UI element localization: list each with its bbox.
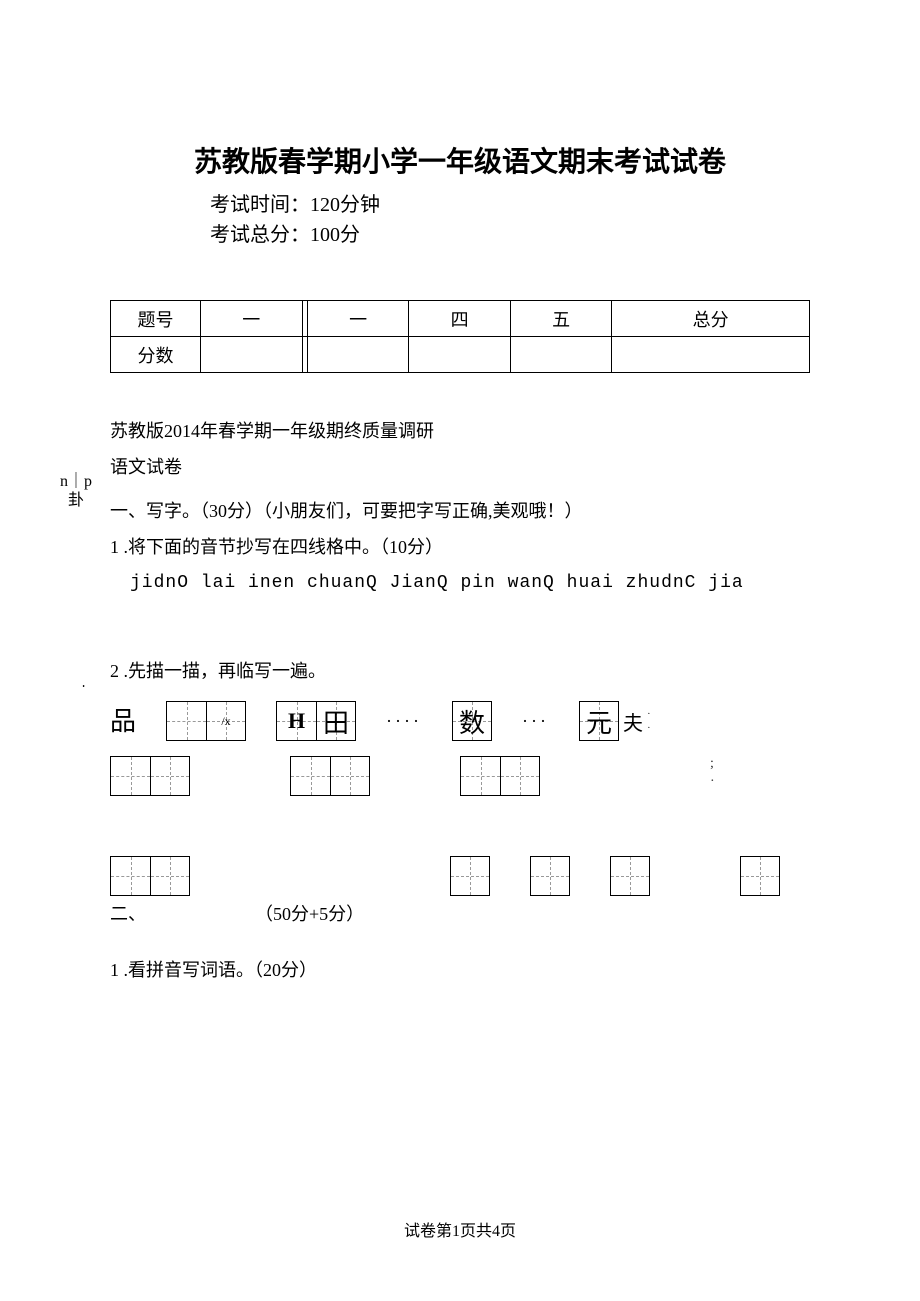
section2-header: 二、 （50分+5分）: [110, 896, 810, 932]
tian-cell: [450, 856, 490, 896]
trace-group: 元 夫 ··: [579, 701, 651, 741]
col-header: 一: [307, 301, 409, 337]
tian-cell: [610, 856, 650, 896]
tian-grid: /x: [166, 701, 246, 741]
tian-cell: H: [276, 701, 316, 741]
tian-cell: [150, 756, 190, 796]
table-row: 分数: [111, 337, 810, 373]
small-mark: /x: [207, 702, 245, 740]
col-header: 五: [510, 301, 612, 337]
col-header: 四: [409, 301, 511, 337]
side-note: n｜p 卦: [60, 472, 92, 510]
row-label: 题号: [111, 301, 201, 337]
single-grid-row: [110, 856, 810, 896]
score-cell: [307, 337, 409, 373]
exam-title: 苏教版春学期小学一年级语文期末考试试卷: [110, 140, 810, 180]
tian-cell: [166, 701, 206, 741]
score-cell: [612, 337, 810, 373]
tian-cell: [460, 756, 500, 796]
exam-time-label: 考试时间：: [210, 194, 310, 216]
table-row: 题号 一 一 四 五 总分: [111, 301, 810, 337]
trace-char: 品: [110, 701, 136, 738]
small-marks: ··: [647, 708, 651, 734]
subtitle-line2: 语文试卷: [110, 449, 810, 485]
exam-time: 考试时间：120分钟: [210, 190, 810, 220]
side-note-gua: 卦: [60, 491, 92, 510]
total-score-label: 考试总分：: [210, 224, 310, 246]
tian-grid: [110, 856, 190, 896]
tian-cell: [500, 756, 540, 796]
section1-item2: 2 .先描一描，再临写一遍。: [110, 653, 810, 689]
trace-group: H 田: [276, 701, 356, 741]
tian-grid: [110, 756, 190, 796]
score-cell: [510, 337, 612, 373]
tian-cell: [290, 756, 330, 796]
dots: ···: [522, 711, 549, 732]
tian-cell: [530, 856, 570, 896]
subtitle-line1: 苏教版2014年春学期一年级期终质量调研: [110, 413, 810, 449]
side-tick-mark: ᛫: [80, 680, 87, 695]
section1-header: 一、写字。（30分）（小朋友们，可要把字写正确,美观哦！）: [110, 493, 810, 529]
grid-pair: /x: [166, 701, 246, 741]
page-footer: 试卷第1页共4页: [0, 1217, 920, 1241]
trace-group: 品: [110, 701, 136, 738]
trace-char: 夫: [623, 707, 643, 736]
tian-grid: H 田: [276, 701, 356, 741]
tian-cell: 数: [452, 701, 492, 741]
trace-char: 田: [317, 702, 355, 740]
trace-char: 元: [580, 702, 618, 740]
trace-grid-row2: ;·: [110, 756, 810, 796]
score-table: 题号 一 一 四 五 总分 分数: [110, 300, 810, 373]
trace-char: H: [277, 702, 316, 740]
exam-total: 考试总分：100分: [210, 220, 810, 250]
total-score-value: 100分: [310, 224, 360, 246]
side-note-np: n｜p: [60, 472, 92, 491]
small-marks: ;·: [710, 756, 715, 790]
section2-item1: 1 .看拼音写词语。（20分）: [110, 952, 810, 988]
tian-cell: [110, 856, 150, 896]
tian-cell: [150, 856, 190, 896]
section2-label: 二、: [110, 904, 146, 924]
tian-cell: [110, 756, 150, 796]
tian-grid: [460, 756, 540, 796]
col-header: 一: [201, 301, 303, 337]
section1-item1: 1 .将下面的音节抄写在四线格中。（10分）: [110, 529, 810, 565]
tian-cell: [740, 856, 780, 896]
tian-cell: /x: [206, 701, 246, 741]
tian-cell: 元: [579, 701, 619, 741]
score-cell: [201, 337, 303, 373]
row-label: 分数: [111, 337, 201, 373]
exam-time-value: 120分钟: [310, 194, 380, 216]
page-content: 苏教版春学期小学一年级语文期末考试试卷 考试时间：120分钟 考试总分：100分…: [0, 0, 920, 988]
trace-char: 数: [453, 702, 491, 740]
tian-cell: 田: [316, 701, 356, 741]
trace-group: 数: [452, 701, 492, 741]
dots: ····: [386, 711, 422, 732]
col-header: 总分: [612, 301, 810, 337]
section2-points: （50分+5分）: [255, 904, 364, 924]
trace-grid-row1: 品 /x H 田 ····: [110, 701, 810, 741]
score-cell: [409, 337, 511, 373]
pinyin-line: jidnO lai inen chuanQ JianQ pin wanQ hua…: [130, 573, 810, 593]
tian-cell: [330, 756, 370, 796]
tian-grid: [290, 756, 370, 796]
